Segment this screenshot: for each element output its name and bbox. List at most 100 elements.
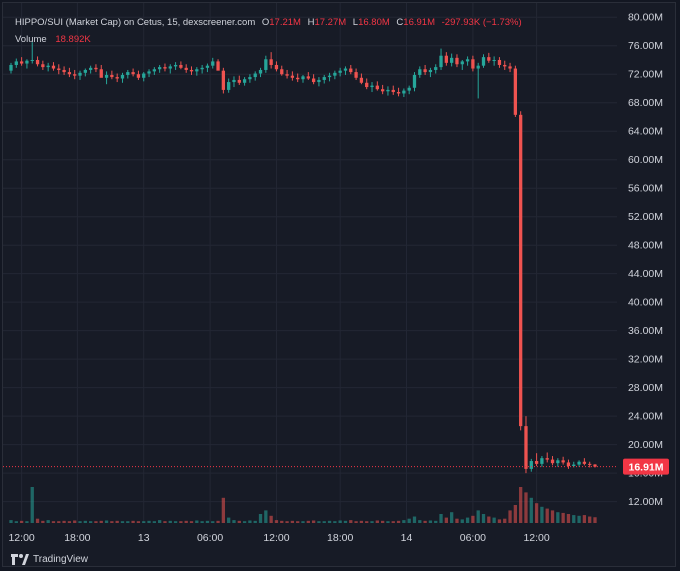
legend: HIPPO/SUI (Market Cap) on Cetus, 15, dex… bbox=[15, 14, 522, 48]
legend-symbol-row: HIPPO/SUI (Market Cap) on Cetus, 15, dex… bbox=[15, 14, 522, 31]
candle-body bbox=[78, 72, 82, 76]
volume-label[interactable]: Volume bbox=[15, 34, 47, 45]
candle-body bbox=[179, 64, 183, 68]
y-tick-label: 48.00M bbox=[628, 240, 663, 252]
tradingview-logo-icon bbox=[11, 554, 29, 565]
candlestick-chart[interactable]: 80.00M 76.00M 72.00M 68.00M 64.00M 60.00M 56.0… bbox=[3, 3, 675, 566]
volume-bar bbox=[301, 521, 305, 523]
volume-bar bbox=[179, 521, 183, 523]
candle-body bbox=[322, 77, 326, 80]
volume-bar bbox=[412, 516, 417, 523]
candle-body bbox=[168, 66, 172, 69]
candle-body bbox=[375, 85, 379, 90]
volume-bar bbox=[99, 520, 103, 523]
volume-bar bbox=[343, 520, 348, 523]
volume-bar bbox=[508, 510, 512, 523]
volume-bar bbox=[396, 520, 401, 523]
volume-bar bbox=[327, 520, 332, 523]
x-tick-label: 06:00 bbox=[197, 532, 223, 544]
candle-body bbox=[407, 87, 411, 91]
candle-body bbox=[471, 59, 475, 69]
candle-body bbox=[189, 69, 194, 72]
volume-bar bbox=[35, 518, 40, 523]
volume-bar bbox=[158, 520, 162, 523]
candle-body bbox=[343, 68, 348, 71]
brand-label: TradingView bbox=[33, 554, 89, 565]
candle-body bbox=[333, 72, 337, 76]
candle-body bbox=[258, 69, 263, 74]
tradingview-brand[interactable]: TradingView bbox=[11, 554, 88, 565]
symbol-title[interactable]: HIPPO/SUI (Market Cap) on Cetus, 15, dex… bbox=[15, 17, 256, 28]
volume-bar bbox=[375, 520, 379, 523]
candle-body bbox=[306, 76, 310, 79]
volume-bar bbox=[545, 508, 549, 523]
candle-body bbox=[465, 59, 470, 62]
candle-body bbox=[216, 61, 220, 71]
volume-bar bbox=[497, 519, 502, 523]
x-tick-label: 12:00 bbox=[8, 532, 34, 544]
candle-body bbox=[359, 77, 364, 83]
candle-body bbox=[550, 459, 555, 464]
volume-bar bbox=[296, 521, 300, 523]
candle-body bbox=[232, 79, 236, 83]
volume-bar bbox=[519, 487, 523, 523]
low-value: 16.80M bbox=[358, 17, 390, 28]
volume-bar bbox=[142, 521, 146, 523]
candle-body bbox=[88, 67, 93, 70]
volume-bar bbox=[524, 492, 528, 523]
candle-body bbox=[572, 464, 576, 467]
volume-bar bbox=[232, 520, 236, 523]
volume-bar bbox=[582, 515, 587, 523]
candle-body bbox=[508, 66, 512, 69]
volume-bar bbox=[593, 517, 597, 523]
volume-bar bbox=[110, 521, 114, 523]
volume-bar bbox=[550, 510, 555, 523]
y-tick-label: 32.00M bbox=[628, 354, 663, 366]
volume-bar bbox=[126, 521, 130, 523]
candle-body bbox=[131, 72, 135, 75]
volume-bar bbox=[242, 521, 247, 523]
volume-bar bbox=[487, 516, 491, 523]
volume-bar bbox=[41, 520, 45, 523]
candle-body bbox=[561, 460, 565, 463]
candle-body bbox=[450, 57, 454, 63]
volume-bar bbox=[285, 521, 289, 523]
candle-body bbox=[274, 64, 279, 70]
volume-bar bbox=[471, 515, 475, 523]
candle-body bbox=[67, 72, 72, 75]
volume-bar bbox=[57, 521, 61, 523]
chart-background bbox=[3, 3, 675, 566]
volume-bar bbox=[269, 515, 273, 523]
volume-bar bbox=[290, 520, 295, 523]
volume-bar bbox=[534, 503, 539, 523]
volume-bar bbox=[455, 518, 459, 523]
volume-bar bbox=[450, 512, 454, 523]
y-tick-label: 20.00M bbox=[628, 439, 663, 451]
candle-body bbox=[534, 461, 539, 464]
volume-bar bbox=[391, 521, 395, 523]
candle-body bbox=[46, 65, 50, 68]
volume-bar bbox=[67, 521, 72, 523]
candle-body bbox=[365, 82, 369, 88]
candle-body bbox=[242, 79, 247, 83]
last-price-label: 16.91M bbox=[628, 462, 663, 474]
high-label: H bbox=[307, 17, 315, 28]
candle-body bbox=[412, 74, 417, 88]
volume-bar bbox=[120, 521, 125, 523]
volume-bar bbox=[227, 517, 231, 523]
candle-body bbox=[434, 67, 438, 70]
volume-bar bbox=[274, 520, 279, 523]
y-tick-label: 24.00M bbox=[628, 411, 663, 423]
candle-body bbox=[460, 61, 464, 65]
candle-body bbox=[62, 69, 66, 73]
candle-body bbox=[391, 89, 395, 93]
candle-body bbox=[455, 57, 459, 65]
y-tick-label: 28.00M bbox=[628, 382, 663, 394]
candle-body bbox=[115, 77, 119, 79]
candle-body bbox=[503, 64, 507, 67]
volume-bar bbox=[386, 521, 390, 523]
volume-bar bbox=[195, 520, 199, 523]
candle-body bbox=[556, 460, 560, 464]
volume-bar bbox=[205, 520, 210, 523]
volume-bar bbox=[577, 515, 581, 523]
